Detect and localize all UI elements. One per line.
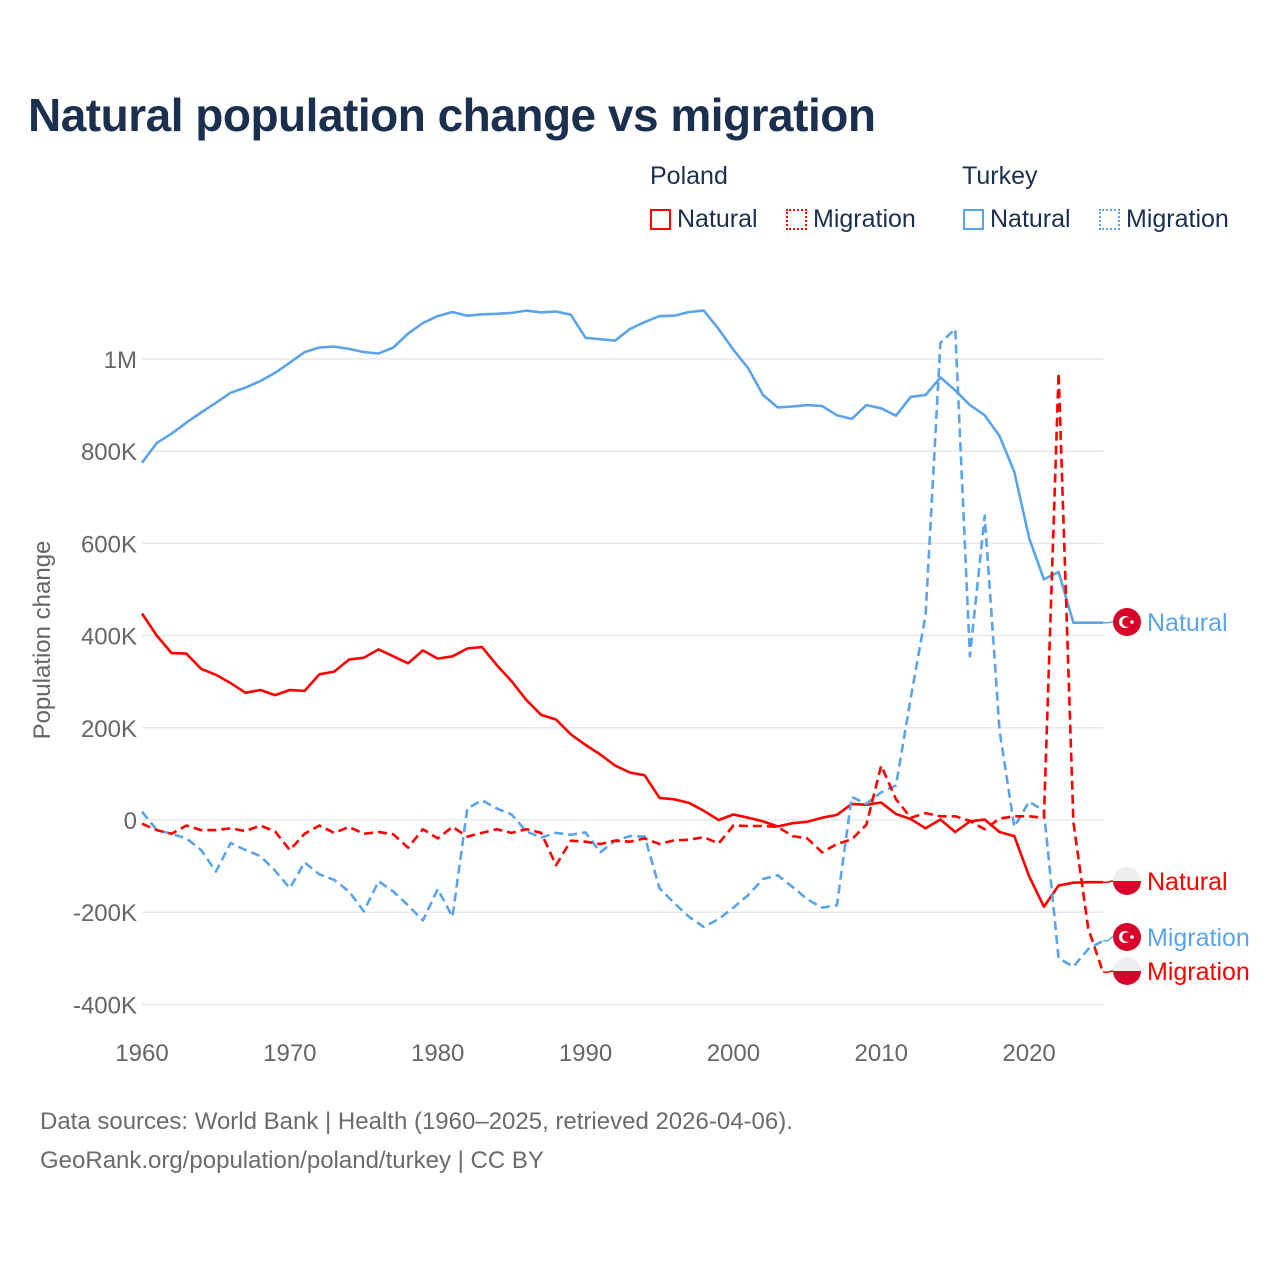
legend-turkey-natural[interactable]: Natural (963, 205, 1071, 234)
legend-poland-migration[interactable]: Migration (786, 205, 916, 234)
legend-label: Natural (677, 205, 758, 233)
y-tick-label: 200K (81, 716, 137, 743)
poland-flag-icon-bottom (1113, 881, 1141, 895)
series-line-turkey-natural[interactable] (140, 309, 1103, 625)
end-label-connector (1103, 621, 1113, 624)
legend-poland-natural[interactable]: Natural (650, 205, 758, 234)
legend-label: Migration (813, 205, 916, 233)
legend-swatch-dotted-red (786, 209, 807, 230)
x-tick-label: 1970 (263, 1040, 316, 1067)
end-label: Natural (1147, 609, 1228, 637)
y-tick-label: -400K (73, 992, 137, 1019)
y-axis-label: Population change (29, 541, 56, 740)
legend-swatch-solid-red (650, 209, 671, 230)
y-tick-label: 600K (81, 531, 137, 558)
poland-flag-icon-top (1113, 867, 1141, 881)
series-line-turkey-migration[interactable] (140, 327, 1104, 968)
y-tick-label: -200K (73, 900, 137, 927)
legend-group-turkey: Turkey (962, 162, 1038, 190)
chart-title: Natural population change vs migration (28, 89, 876, 141)
end-label: Migration (1147, 958, 1250, 986)
legend-turkey-migration[interactable]: Migration (1099, 205, 1229, 234)
legend-label: Natural (990, 205, 1071, 233)
y-tick-label: 800K (81, 439, 137, 466)
turkey-flag-star (1130, 620, 1134, 624)
poland-flag-icon-top (1113, 957, 1141, 971)
poland-flag-icon-bottom (1113, 971, 1141, 985)
legend-label: Migration (1126, 205, 1229, 233)
x-tick-label: 1980 (411, 1040, 464, 1067)
series-line-poland-migration[interactable] (141, 371, 1105, 973)
end-label: Natural (1147, 868, 1228, 896)
end-label-connector (1103, 936, 1113, 942)
x-tick-label: 2010 (855, 1040, 908, 1067)
x-tick-label: 1990 (559, 1040, 612, 1067)
y-tick-label: 400K (81, 624, 137, 651)
series-line-poland-natural[interactable] (140, 612, 1103, 909)
turkey-flag-crescent-cut (1122, 932, 1132, 942)
end-label-connector (1103, 880, 1113, 883)
y-tick-label: 0 (124, 808, 137, 835)
x-tick-label: 2020 (1002, 1040, 1055, 1067)
x-tick-label: 1960 (115, 1040, 168, 1067)
x-tick-label: 2000 (707, 1040, 760, 1067)
y-tick-label: 1M (104, 347, 137, 374)
turkey-flag-crescent-cut (1122, 617, 1132, 627)
end-label-connector (1103, 970, 1113, 973)
legend-swatch-dotted-blue (1099, 209, 1120, 230)
footer-sources: Data sources: World Bank | Health (1960–… (40, 1108, 793, 1135)
legend-group-poland: Poland (650, 162, 728, 190)
footer-url[interactable]: GeoRank.org/population/poland/turkey | C… (40, 1147, 544, 1174)
legend-swatch-solid-blue (963, 209, 984, 230)
end-label: Migration (1147, 924, 1250, 952)
turkey-flag-star (1130, 935, 1134, 939)
